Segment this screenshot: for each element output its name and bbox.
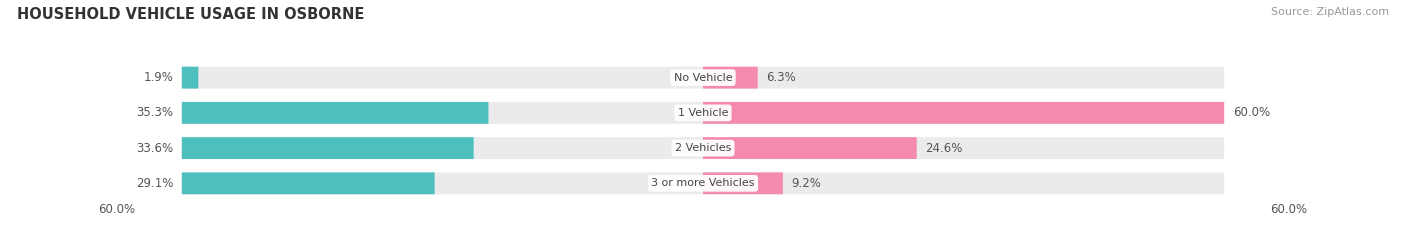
FancyBboxPatch shape [703,137,917,159]
FancyBboxPatch shape [703,67,758,89]
Text: 60.0%: 60.0% [98,203,135,216]
Text: 1 Vehicle: 1 Vehicle [678,108,728,118]
FancyBboxPatch shape [703,102,1225,124]
Text: 60.0%: 60.0% [1271,203,1308,216]
Text: 24.6%: 24.6% [925,142,963,155]
FancyBboxPatch shape [703,172,783,194]
FancyBboxPatch shape [181,102,488,124]
Text: No Vehicle: No Vehicle [673,73,733,83]
Text: 29.1%: 29.1% [136,177,173,190]
Text: 33.6%: 33.6% [136,142,173,155]
FancyBboxPatch shape [181,67,198,89]
FancyBboxPatch shape [181,102,1225,124]
Text: 60.0%: 60.0% [1233,106,1270,119]
Text: 3 or more Vehicles: 3 or more Vehicles [651,178,755,188]
FancyBboxPatch shape [181,137,1225,159]
Text: 2 Vehicles: 2 Vehicles [675,143,731,153]
FancyBboxPatch shape [181,67,1225,89]
Text: Source: ZipAtlas.com: Source: ZipAtlas.com [1271,7,1389,17]
Text: 9.2%: 9.2% [792,177,821,190]
FancyBboxPatch shape [181,172,434,194]
Text: 6.3%: 6.3% [766,71,796,84]
Text: 35.3%: 35.3% [136,106,173,119]
FancyBboxPatch shape [181,172,1225,194]
Text: 1.9%: 1.9% [143,71,173,84]
Text: HOUSEHOLD VEHICLE USAGE IN OSBORNE: HOUSEHOLD VEHICLE USAGE IN OSBORNE [17,7,364,22]
FancyBboxPatch shape [181,137,474,159]
